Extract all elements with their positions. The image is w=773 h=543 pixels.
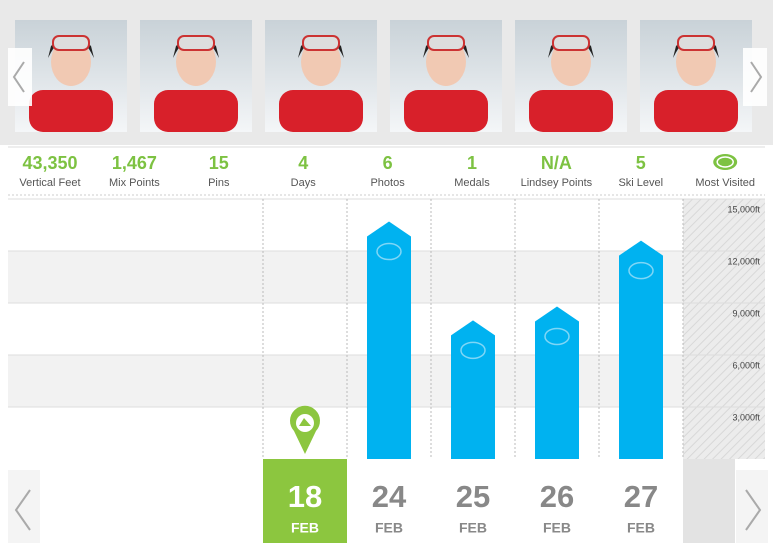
- selected-day[interactable]: [263, 459, 347, 543]
- stat-label: Days: [291, 177, 317, 189]
- arrow: [745, 489, 762, 531]
- day-label[interactable]: 24: [372, 479, 407, 514]
- photo-thumbnail[interactable]: [15, 20, 127, 132]
- arrow-bg: [736, 470, 768, 543]
- goggles: [177, 35, 215, 51]
- prev-days[interactable]: [8, 470, 40, 543]
- bar-logo: [376, 242, 402, 261]
- y-tick-label: 15,000ft: [727, 204, 760, 214]
- goggles: [52, 35, 90, 51]
- stat-value: 1,467: [112, 153, 157, 173]
- month-label[interactable]: FEB: [375, 520, 403, 536]
- date-row: [8, 459, 765, 543]
- goggles: [427, 35, 465, 51]
- month-label[interactable]: FEB: [627, 520, 655, 536]
- next-days[interactable]: [736, 470, 768, 543]
- bar[interactable]: [451, 320, 495, 459]
- stat-label: Lindsey Points: [521, 177, 593, 189]
- goggles: [552, 35, 590, 51]
- stat-label: Vertical Feet: [19, 177, 80, 189]
- future-area: [683, 199, 765, 459]
- stat-label: Medals: [454, 177, 490, 189]
- bar[interactable]: [367, 221, 411, 459]
- goggles: [677, 35, 715, 51]
- bar-logo: [628, 261, 654, 280]
- y-tick-label: 3,000ft: [732, 412, 760, 422]
- resort-icon-ring: [716, 156, 734, 168]
- month-label[interactable]: FEB: [459, 520, 487, 536]
- stat-value: 5: [636, 153, 646, 173]
- day-label[interactable]: 27: [624, 479, 658, 514]
- stat-label: Photos: [370, 177, 405, 189]
- stat-label: Pins: [208, 177, 230, 189]
- stat-label: Mix Points: [109, 177, 160, 189]
- jacket: [29, 90, 113, 132]
- stat-value: 4: [298, 153, 308, 173]
- jacket: [654, 90, 738, 132]
- photo-thumbnail[interactable]: [140, 20, 252, 132]
- stat-value: 43,350: [22, 153, 77, 173]
- next-photo[interactable]: [743, 48, 767, 106]
- jacket: [529, 90, 613, 132]
- arrow: [14, 489, 31, 531]
- date-row-future: [683, 459, 735, 543]
- photo-thumbnail[interactable]: [265, 20, 377, 132]
- y-tick-label: 6,000ft: [732, 360, 760, 370]
- stat-label: Ski Level: [618, 177, 663, 189]
- bar[interactable]: [535, 306, 579, 459]
- day-label[interactable]: 26: [540, 479, 574, 514]
- day-label[interactable]: 25: [456, 479, 490, 514]
- bar[interactable]: [619, 240, 663, 459]
- photo-thumbnail[interactable]: [390, 20, 502, 132]
- y-tick-label: 9,000ft: [732, 308, 760, 318]
- stat-value: 1: [467, 153, 477, 173]
- stat-value: 6: [383, 153, 393, 173]
- month-label[interactable]: FEB: [543, 520, 571, 536]
- jacket: [404, 90, 488, 132]
- stat-value: 15: [209, 153, 229, 173]
- y-tick-label: 12,000ft: [727, 256, 760, 266]
- prev-photo[interactable]: [8, 48, 32, 106]
- bar-logo: [544, 327, 570, 346]
- jacket: [154, 90, 238, 132]
- bar-logo: [460, 341, 486, 360]
- pin-mountain: [299, 418, 311, 426]
- jacket: [279, 90, 363, 132]
- month-label[interactable]: FEB: [291, 520, 319, 536]
- stat-value: N/A: [541, 153, 572, 173]
- photo-thumbnail[interactable]: [640, 20, 752, 132]
- goggles: [302, 35, 340, 51]
- day-label[interactable]: 18: [288, 479, 322, 514]
- stat-label: Most Visited: [695, 177, 755, 189]
- photo-thumbnail[interactable]: [515, 20, 627, 132]
- arrow-bg: [8, 470, 40, 543]
